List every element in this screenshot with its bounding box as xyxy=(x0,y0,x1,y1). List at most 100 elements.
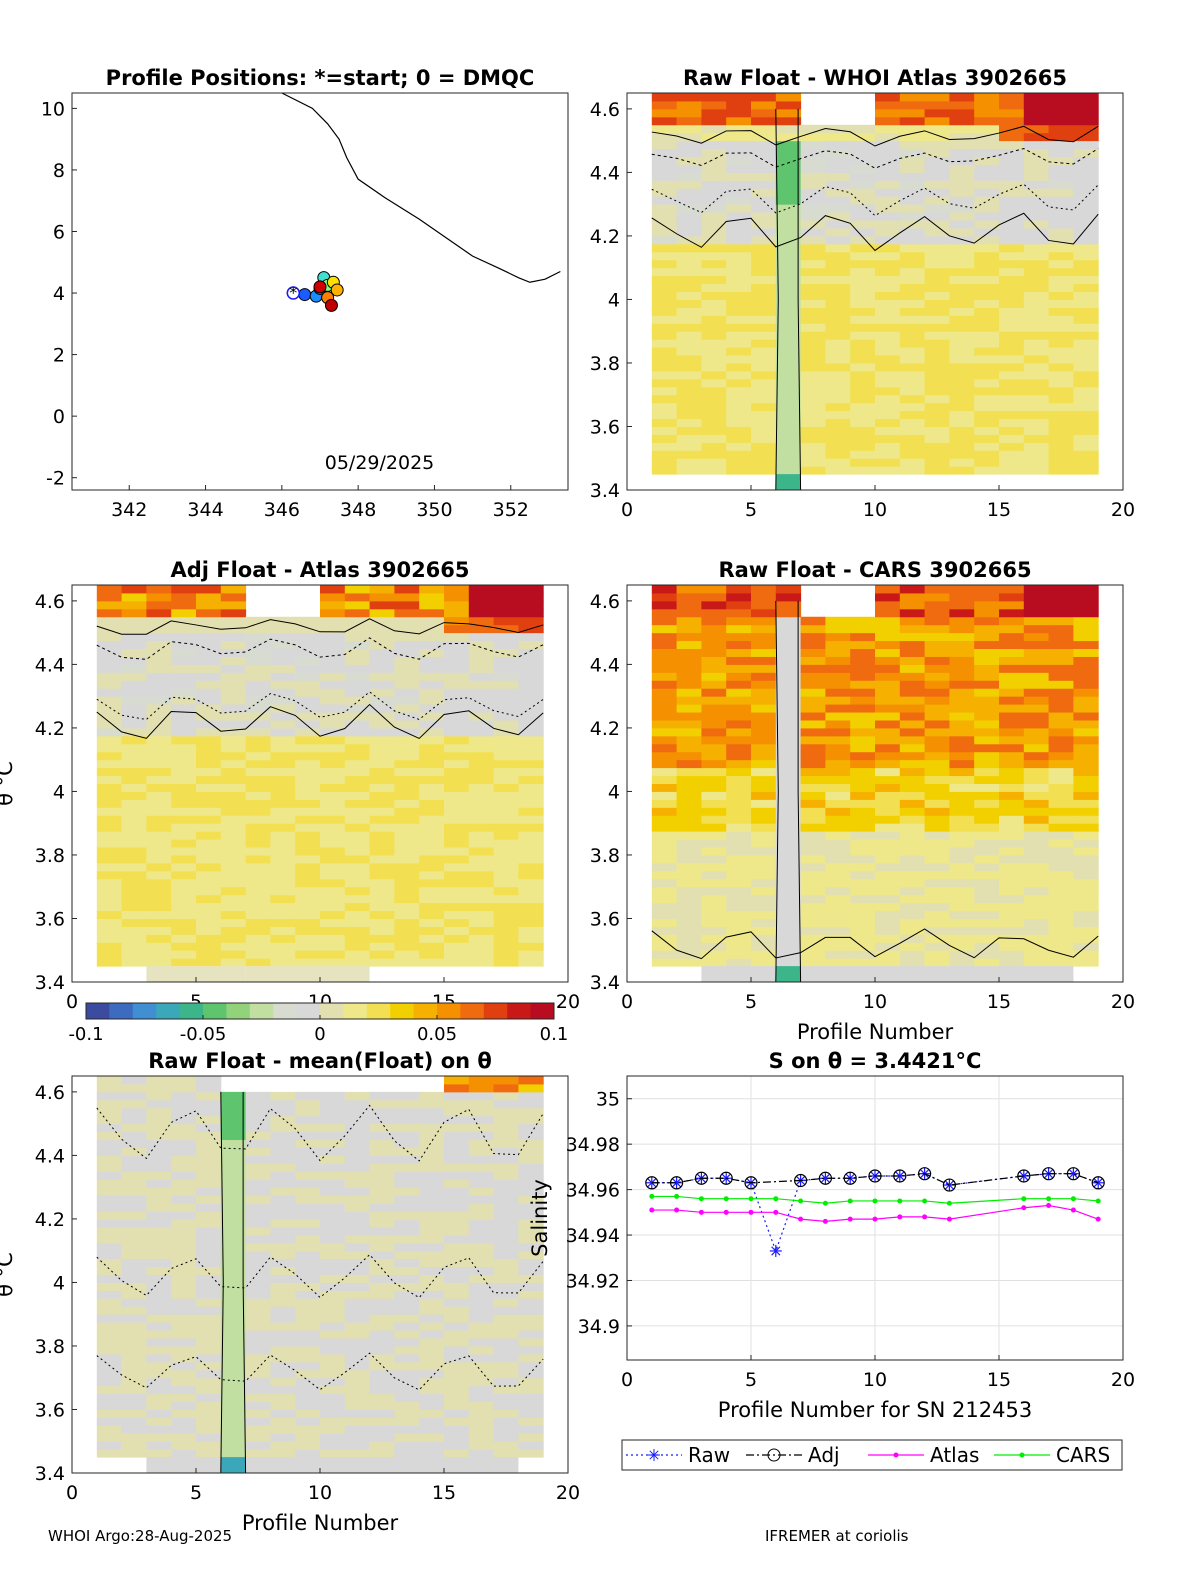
atlas-cell xyxy=(1073,362,1099,372)
cars-cell xyxy=(825,902,851,912)
atlas-cell xyxy=(1073,458,1099,467)
cars-cell xyxy=(726,727,752,737)
atlas-cell xyxy=(651,347,678,356)
cars-cell xyxy=(651,815,678,824)
adj-cell xyxy=(344,600,371,610)
cars-cell xyxy=(1073,632,1099,642)
sal-xtick-label: 10 xyxy=(863,1369,887,1391)
cars-cell xyxy=(850,632,876,642)
mean-cell xyxy=(171,1210,197,1220)
adj-cell xyxy=(394,624,420,634)
cars-cell xyxy=(899,878,926,888)
adj-cell xyxy=(146,823,172,832)
mean-cell xyxy=(295,1441,321,1450)
adj-cell xyxy=(245,759,271,769)
mean-cell xyxy=(196,1441,222,1450)
adj-cell xyxy=(146,624,172,634)
mean-cell xyxy=(96,1433,123,1442)
atlas-cell xyxy=(676,355,702,364)
mean-cell xyxy=(419,1123,445,1133)
mean-cell xyxy=(245,1171,271,1180)
atlas-cell xyxy=(800,402,826,412)
cars-cell xyxy=(974,743,1000,753)
cars-cell xyxy=(701,751,727,761)
cars-cell xyxy=(1073,926,1099,935)
atlas-cell xyxy=(1073,331,1099,340)
mean-cell xyxy=(320,1345,346,1355)
mean-cell xyxy=(419,1314,445,1323)
atlas-cell xyxy=(651,355,678,364)
adj-cell xyxy=(171,743,197,753)
colorbar: -0.1 -0.05 0 0.05 0.1 xyxy=(68,1002,568,1045)
adj-bottom-cell xyxy=(146,966,246,982)
cars-cell xyxy=(974,926,1000,935)
atlas-cell xyxy=(1073,243,1099,253)
cars-cell xyxy=(726,862,752,872)
mean-cell xyxy=(369,1155,395,1164)
adj-cell xyxy=(171,910,197,919)
adj-cell xyxy=(419,854,445,864)
atlas-cell xyxy=(751,410,777,420)
adj-cell xyxy=(419,656,445,665)
adj-cell xyxy=(270,934,296,943)
cars-cell xyxy=(651,942,678,951)
mean-xtick-label: 10 xyxy=(308,1482,332,1504)
adj-cell xyxy=(121,783,147,792)
atlas-cell xyxy=(1073,164,1099,173)
adj-cell xyxy=(344,815,371,824)
cars-cell xyxy=(775,600,802,610)
mean-cell xyxy=(344,1306,371,1315)
legend-label: CARS xyxy=(1056,1443,1110,1467)
cars-cell xyxy=(701,910,727,919)
mean-cell xyxy=(245,1338,271,1347)
atlas-cell xyxy=(1023,418,1050,427)
adj-cell xyxy=(121,942,147,951)
mean-cell xyxy=(220,1218,247,1228)
mean-cell xyxy=(320,1171,346,1180)
atlas-cell xyxy=(676,402,702,412)
atlas-cell xyxy=(1048,370,1074,380)
atlas-cell xyxy=(1048,362,1074,372)
adj-cell xyxy=(518,751,544,761)
adj-cell xyxy=(270,632,296,642)
atlas-cell xyxy=(1073,132,1099,142)
cars-cell xyxy=(899,664,926,673)
mean-cell xyxy=(493,1171,519,1180)
mean-cell xyxy=(196,1353,222,1363)
atlas-cell xyxy=(676,188,702,197)
mean-cell xyxy=(394,1195,420,1204)
adj-cell xyxy=(419,958,445,967)
atlas-cell xyxy=(875,402,901,412)
mean-cell xyxy=(96,1195,123,1204)
mean-cell xyxy=(344,1179,371,1188)
adj-cell xyxy=(518,775,544,784)
adj-cell xyxy=(295,759,321,769)
cars-cell xyxy=(850,712,876,721)
mean-cell xyxy=(518,1131,544,1141)
mean-cell xyxy=(146,1131,172,1141)
mean-cell xyxy=(369,1242,395,1252)
mean-cell xyxy=(171,1242,197,1252)
cars-cell xyxy=(676,902,702,912)
atlas-cell xyxy=(651,164,678,173)
cars-cell xyxy=(899,783,926,792)
mean-cell xyxy=(245,1091,271,1101)
atlas-cell xyxy=(1023,180,1050,189)
mean-cell xyxy=(344,1338,371,1347)
mean-cell xyxy=(220,1298,247,1307)
cars-cell xyxy=(676,616,702,626)
adj-cell xyxy=(444,759,470,769)
cars-cell xyxy=(1048,950,1074,959)
adj-cell xyxy=(96,672,123,681)
adj-cell xyxy=(196,942,222,951)
cars-cell xyxy=(974,815,1000,824)
cars-cell xyxy=(949,831,975,840)
mean-cell xyxy=(171,1226,197,1236)
adj-cell xyxy=(518,680,544,689)
mean-cell xyxy=(146,1203,172,1212)
atlas-cell xyxy=(800,450,826,459)
adj-cell xyxy=(320,616,346,626)
cars-cell xyxy=(974,847,1000,856)
adj-cell xyxy=(295,886,321,896)
cars-cell xyxy=(751,759,777,769)
